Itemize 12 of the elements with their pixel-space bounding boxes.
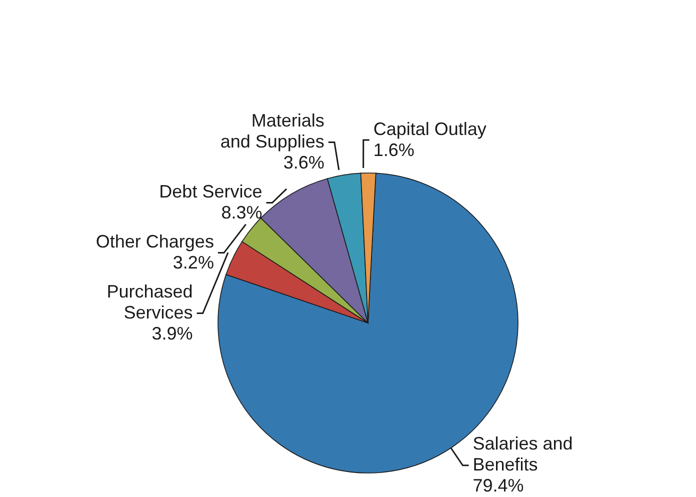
- slice-label: Debt Service: [159, 182, 262, 202]
- data-label: 3.6%: [283, 152, 324, 173]
- slice-label: Purchased Services: [106, 282, 193, 323]
- data-label: 79.4%: [472, 476, 524, 496]
- slice-label: Salaries and Benefits: [472, 434, 573, 475]
- slice-label: Capital Outlay: [373, 118, 486, 139]
- slice-label: Materials and Supplies: [220, 110, 324, 152]
- slice-label: Other Charges: [96, 232, 214, 252]
- data-label: 3.9%: [152, 324, 193, 344]
- data-label: 8.3%: [221, 202, 262, 223]
- data-label: 3.2%: [172, 252, 214, 273]
- data-label: 1.6%: [373, 140, 414, 160]
